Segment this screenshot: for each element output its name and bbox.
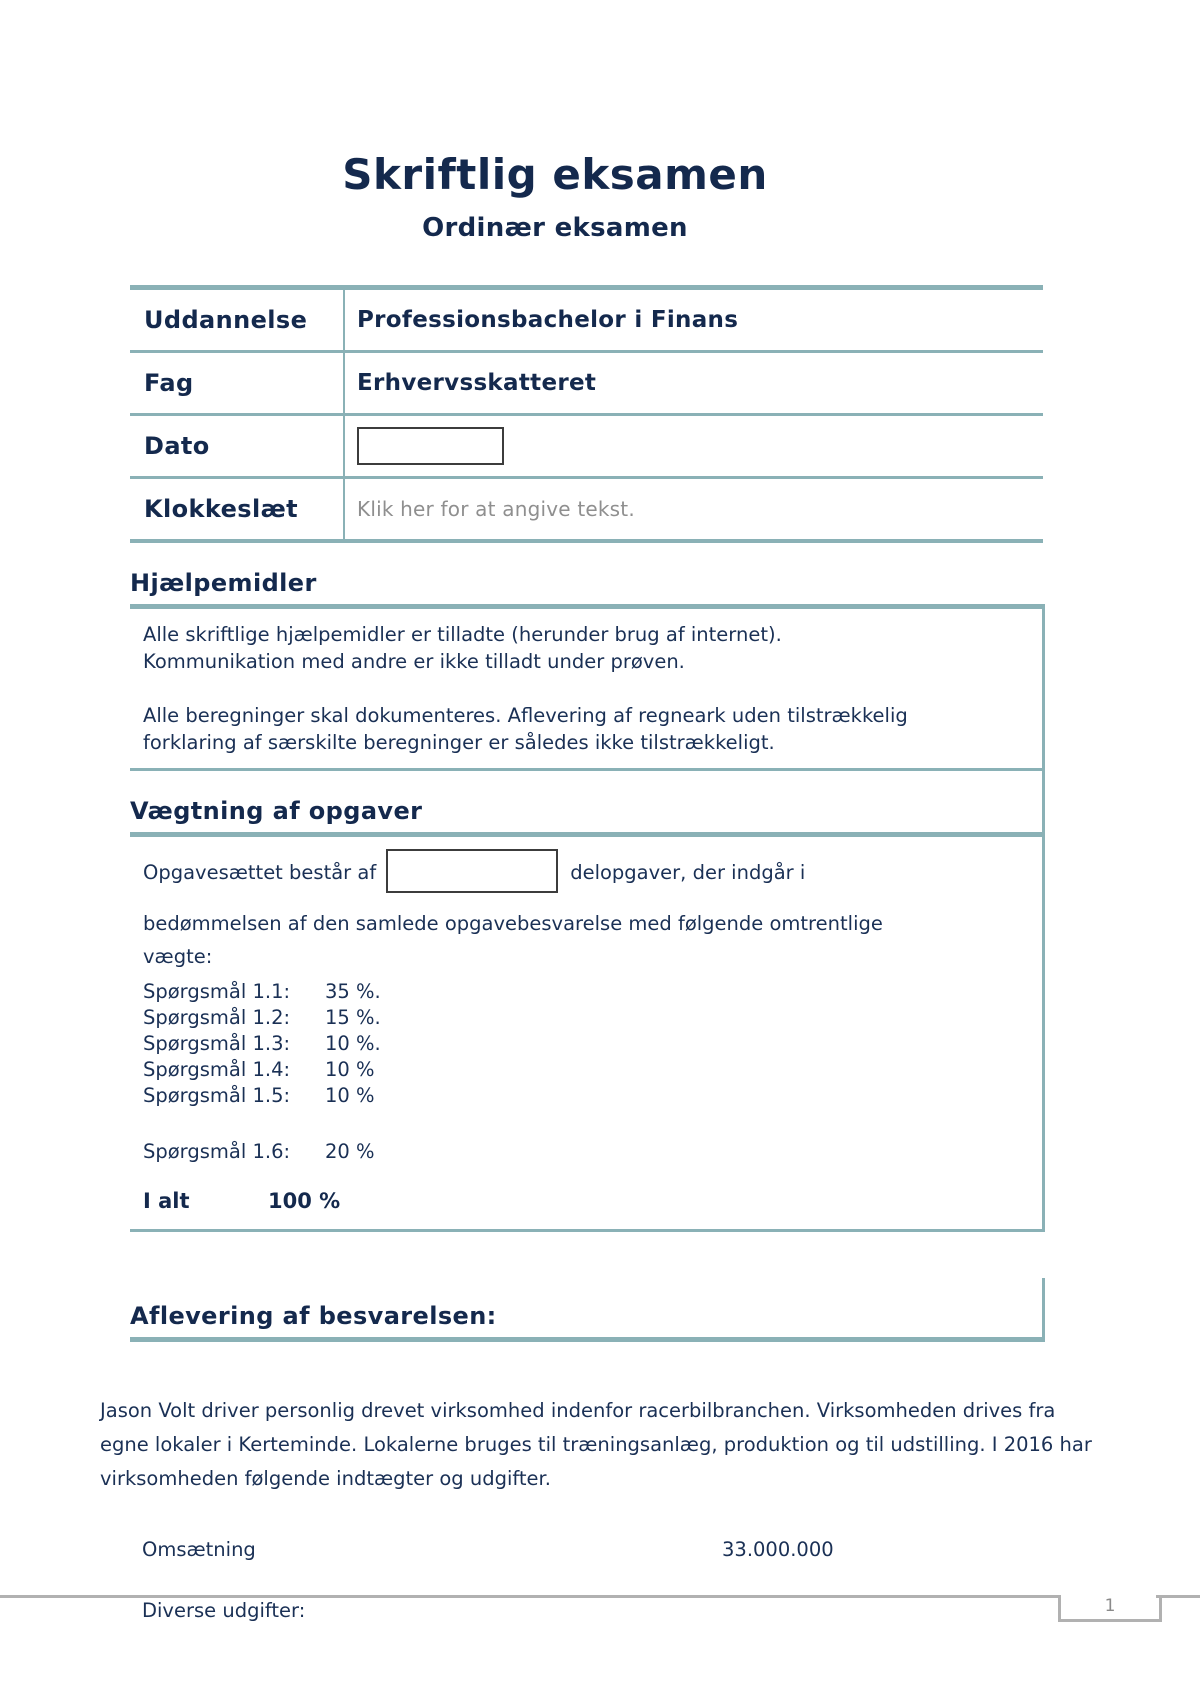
- row-value: Erhvervsskatteret: [343, 353, 1043, 413]
- line: Kommunikation med andre er ikke tilladt …: [143, 650, 685, 673]
- intro-after: delopgaver, der indgår i: [570, 861, 806, 884]
- section-vaegtning: Vægtning af opgaver Opgavesættet består …: [130, 771, 1045, 1232]
- total-label: I alt: [143, 1189, 190, 1213]
- row-value: [343, 416, 1043, 476]
- weights-total-row: I alt 100 %: [143, 1189, 1032, 1219]
- dato-input-box[interactable]: [357, 427, 504, 465]
- case-paragraph: Jason Volt driver personlig drevet virks…: [100, 1399, 1092, 1490]
- weight-list: Spørgsmål 1.1: 35 %. Spørgsmål 1.2: 15 %…: [143, 979, 1032, 1165]
- hjaelpemidler-paragraph-1: Alle skriftlige hjælpemidler er tilladte…: [143, 621, 1026, 675]
- weight-row: Spørgsmål 1.2: 15 %.: [143, 1005, 1032, 1031]
- section-hjaelpemidler: Hjælpemidler Alle skriftlige hjælpemidle…: [130, 569, 1045, 771]
- vaegtning-intro: Opgavesættet består af delopgaver, der in…: [143, 849, 1032, 893]
- revenue-value: 33.000.000: [722, 1538, 834, 1561]
- weight-label: Spørgsmål 1.4:: [143, 1058, 291, 1081]
- row-label: Fag: [144, 369, 194, 397]
- exam-info-table: Uddannelse Professionsbachelor i Finans …: [130, 285, 1043, 543]
- weight-row: Spørgsmål 1.4: 10 %: [143, 1057, 1032, 1083]
- weight-value: 15 %.: [325, 1006, 381, 1029]
- page-footer: 1: [0, 1595, 1200, 1635]
- weight-value: 10 %.: [325, 1032, 381, 1055]
- line: forklaring af særskilte beregninger er s…: [143, 731, 775, 754]
- title-block: Skriftlig eksamen Ordinær eksamen: [100, 150, 1010, 243]
- hjaelpemidler-heading: Hjælpemidler: [130, 569, 1045, 609]
- aflevering-heading: Aflevering af besvarelsen:: [130, 1302, 1042, 1342]
- page-title: Skriftlig eksamen: [342, 150, 768, 199]
- weight-label: Spørgsmål 1.1:: [143, 980, 291, 1003]
- line: vægte:: [143, 945, 213, 968]
- vaegtning-content: Opgavesættet består af delopgaver, der in…: [130, 837, 1042, 1229]
- weight-value: 10 %: [325, 1084, 375, 1107]
- delopgaver-input-box[interactable]: [386, 849, 559, 893]
- revenue-row: Omsætning 33.000.000: [142, 1538, 1105, 1561]
- row-label: Dato: [144, 432, 210, 460]
- weight-label: Spørgsmål 1.3:: [143, 1032, 291, 1055]
- klokkeslaet-placeholder-field[interactable]: Klik her for at angive tekst.: [357, 497, 635, 521]
- line: bedømmelsen af den samlede opgavebesvare…: [143, 912, 883, 935]
- hjaelpemidler-paragraph-2: Alle beregninger skal dokumenteres. Afle…: [143, 702, 1026, 756]
- row-value: Professionsbachelor i Finans: [343, 290, 1043, 350]
- weight-value: 20 %: [325, 1140, 375, 1163]
- table-row-uddannelse: Uddannelse Professionsbachelor i Finans: [130, 290, 1043, 353]
- vaegtning-intro-2: bedømmelsen af den samlede opgavebesvare…: [143, 907, 1032, 973]
- weight-row: Spørgsmål 1.1: 35 %.: [143, 979, 1032, 1005]
- footer-rule-left: [0, 1595, 1060, 1598]
- total-value: 100 %: [268, 1189, 341, 1213]
- line: Alle skriftlige hjælpemidler er tilladte…: [143, 623, 782, 646]
- section-case: Jason Volt driver personlig drevet virks…: [100, 1394, 1105, 1622]
- section-aflevering: Aflevering af besvarelsen:: [130, 1278, 1045, 1342]
- page-subtitle: Ordinær eksamen: [422, 213, 688, 243]
- table-row-klokkeslaet: Klokkeslæt Klik her for at angive tekst.: [130, 479, 1043, 543]
- weight-row: Spørgsmål 1.3: 10 %.: [143, 1031, 1032, 1057]
- vaegtning-heading: Vægtning af opgaver: [130, 797, 1042, 837]
- weight-row: Spørgsmål 1.5: 10 %: [143, 1083, 1032, 1109]
- row-label: Klokkeslæt: [144, 495, 298, 523]
- weight-row: Spørgsmål 1.6: 20 %: [143, 1139, 1032, 1165]
- line: Alle beregninger skal dokumenteres. Afle…: [143, 704, 908, 727]
- footer-rule-right: [1156, 1595, 1200, 1598]
- weight-label: Spørgsmål 1.6:: [143, 1140, 291, 1163]
- revenue-label: Omsætning: [142, 1538, 256, 1561]
- row-label: Uddannelse: [144, 306, 308, 334]
- weight-label: Spørgsmål 1.5:: [143, 1084, 291, 1107]
- weight-value: 10 %: [325, 1058, 375, 1081]
- hjaelpemidler-box: Alle skriftlige hjælpemidler er tilladte…: [130, 609, 1045, 771]
- footer-page-number-tab: 1: [1058, 1595, 1162, 1622]
- intro-before: Opgavesættet består af: [143, 861, 377, 884]
- expenses-heading: Diverse udgifter:: [142, 1599, 306, 1622]
- table-row-fag: Fag Erhvervsskatteret: [130, 353, 1043, 416]
- weight-label: Spørgsmål 1.2:: [143, 1006, 291, 1029]
- table-row-dato: Dato: [130, 416, 1043, 479]
- page-number: 1: [1104, 1596, 1116, 1616]
- weight-value: 35 %.: [325, 980, 381, 1003]
- row-value: Klik her for at angive tekst.: [343, 479, 1043, 539]
